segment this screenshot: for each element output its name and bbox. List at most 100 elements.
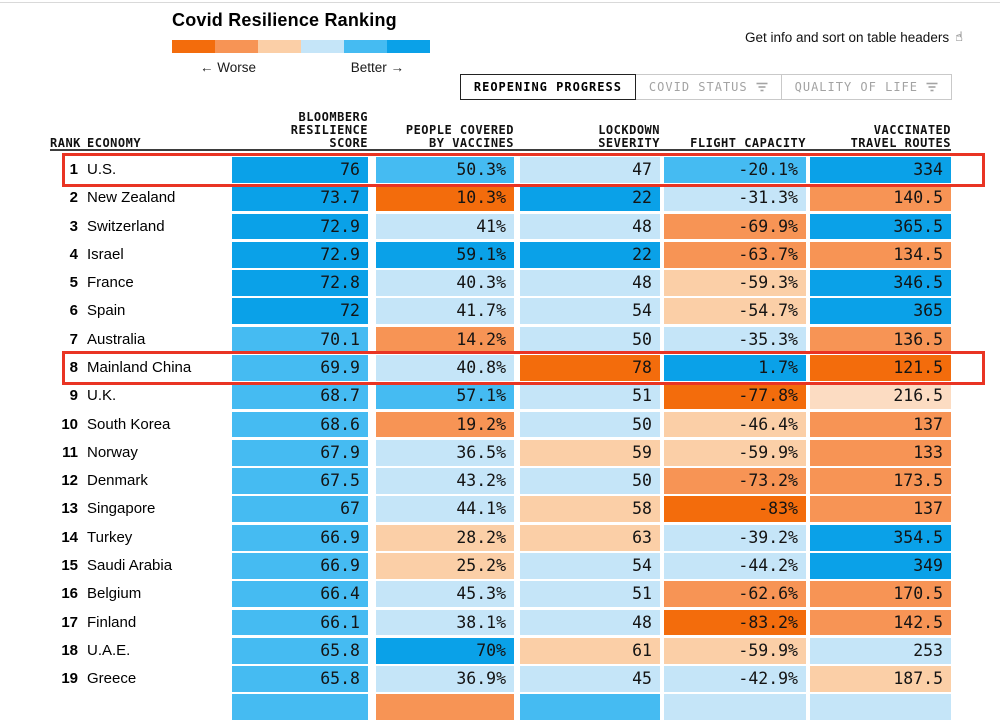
- column-header-resilience-score[interactable]: BLOOMBERG RESILIENCE SCORE: [290, 110, 368, 150]
- rank-value: 5: [69, 274, 78, 292]
- column-header-people-covered[interactable]: PEOPLE COVERED BY VACCINES: [405, 123, 514, 150]
- vaccines-cell: 10.3%: [376, 185, 514, 212]
- flight-cell: -69.9%: [664, 213, 806, 240]
- table-row: 7 Australia 70.1 14.2% 50 -35.3% 136.5: [50, 326, 951, 353]
- flight-cell: -83%: [664, 496, 806, 523]
- color-scale-legend: ← Worse Better →: [172, 40, 430, 75]
- score-cell: 67.9: [232, 439, 368, 466]
- rank-value: 12: [61, 472, 78, 490]
- lockdown-cell: 50: [520, 411, 660, 438]
- table-row: 2 New Zealand 73.7 10.3% 22 -31.3% 140.5: [50, 185, 951, 212]
- routes-cell: 187.5: [810, 666, 951, 692]
- flight-cell: -73.2%: [664, 468, 806, 494]
- table-row: 10 South Korea 68.6 19.2% 50 -46.4% 137: [50, 411, 951, 438]
- lockdown-cell: 78: [520, 354, 660, 381]
- row-label: 19 Greece: [50, 666, 232, 692]
- flight-cell: 1.7%: [664, 354, 806, 381]
- column-header-lockdown-severity[interactable]: LOCKDOWN SEVERITY: [598, 123, 660, 150]
- flight-cell: -59.9%: [664, 439, 806, 466]
- column-header-economy[interactable]: ECONOMY: [87, 136, 142, 150]
- score-cell: 70.1: [232, 326, 368, 353]
- table-row: 16 Belgium 66.4 45.3% 51 -62.6% 170.5: [50, 581, 951, 608]
- score-cell: 73.7: [232, 185, 368, 212]
- rank-value: 6: [69, 302, 78, 320]
- lockdown-cell: 54: [520, 552, 660, 579]
- routes-cell: 365.5: [810, 213, 951, 240]
- economy-name: Norway: [87, 443, 138, 461]
- score-cell: 72.8: [232, 270, 368, 297]
- lockdown-cell: 45: [520, 666, 660, 692]
- flight-cell: -31.3%: [664, 185, 806, 212]
- lockdown-cell: 22: [520, 241, 660, 268]
- rank-value: 19: [61, 670, 78, 688]
- economy-name: U.K.: [87, 387, 117, 405]
- tab-label: QUALITY OF LIFE: [794, 79, 918, 94]
- tab-reopening-progress[interactable]: REOPENING PROGRESS: [459, 74, 636, 100]
- lockdown-cell: 61: [520, 637, 660, 664]
- lockdown-cell: 47: [520, 157, 660, 183]
- vaccines-cell: 28.2%: [376, 524, 514, 551]
- column-header-vaccinated-routes[interactable]: VACCINATED TRAVEL ROUTES: [850, 123, 951, 150]
- score-cell: 76: [232, 157, 368, 183]
- row-label: 2 New Zealand: [50, 185, 232, 211]
- economy-name: Turkey: [87, 528, 133, 546]
- economy-name: Singapore: [87, 500, 156, 518]
- flight-cell: -59.3%: [664, 270, 806, 297]
- tab-quality-of-life[interactable]: QUALITY OF LIFE: [780, 74, 952, 100]
- flight-cell: -44.2%: [664, 552, 806, 579]
- vaccines-cell: 25.2%: [376, 552, 514, 579]
- score-cell: 68.6: [232, 411, 368, 438]
- lockdown-cell: 50: [520, 468, 660, 494]
- rank-value: 7: [69, 330, 78, 348]
- vaccines-cell: 45.3%: [376, 581, 514, 608]
- lockdown-cell: 48: [520, 609, 660, 636]
- row-label: 8 Mainland China: [50, 355, 232, 381]
- legend-swatch: [387, 40, 430, 53]
- routes-cell: 349: [810, 552, 951, 579]
- rank-value: 10: [61, 415, 78, 433]
- vaccines-cell: 59.1%: [376, 241, 514, 268]
- economy-name: New Zealand: [87, 189, 176, 207]
- lockdown-cell: 22: [520, 185, 660, 212]
- routes-cell: 140.5: [810, 185, 951, 212]
- table-row: 11 Norway 67.9 36.5% 59 -59.9% 133: [50, 439, 951, 466]
- score-cell: [232, 694, 368, 721]
- tab-covid-status[interactable]: COVID STATUS: [634, 74, 782, 100]
- pointer-hand-icon: ☝: [955, 30, 963, 45]
- economy-name: Switzerland: [87, 217, 165, 235]
- routes-cell: 173.5: [810, 468, 951, 494]
- lockdown-cell: 54: [520, 298, 660, 325]
- table-row: 8 Mainland China 69.9 40.8% 78 1.7% 121.5: [50, 350, 985, 385]
- vaccines-cell: 50.3%: [376, 157, 514, 183]
- economy-name: Denmark: [87, 472, 148, 490]
- table-row: 14 Turkey 66.9 28.2% 63 -39.2% 354.5: [50, 524, 951, 551]
- rank-value: 17: [61, 613, 78, 631]
- row-label: 13 Singapore: [50, 496, 232, 522]
- row-label: 11 Norway: [50, 440, 232, 466]
- routes-cell: 216.5: [810, 383, 951, 410]
- vaccines-cell: 19.2%: [376, 411, 514, 438]
- economy-name: Belgium: [87, 585, 142, 603]
- column-header-flight-capacity[interactable]: FLIGHT CAPACITY: [690, 136, 806, 150]
- score-cell: 66.4: [232, 581, 368, 608]
- score-cell: 72.9: [232, 241, 368, 268]
- row-label: 10 South Korea: [50, 412, 232, 438]
- routes-cell: 142.5: [810, 609, 951, 636]
- flight-cell: -35.3%: [664, 326, 806, 353]
- flight-cell: -39.2%: [664, 524, 806, 551]
- score-cell: 65.8: [232, 637, 368, 664]
- score-cell: 67.5: [232, 468, 368, 494]
- page-title: Covid Resilience Ranking: [172, 10, 397, 30]
- rank-value: 18: [61, 641, 78, 659]
- lockdown-cell: 48: [520, 213, 660, 240]
- table-row: 18 U.A.E. 65.8 70% 61 -59.9% 253: [50, 637, 951, 664]
- table-row: 9 U.K. 68.7 57.1% 51 -77.8% 216.5: [50, 383, 951, 410]
- vaccines-cell: 41%: [376, 213, 514, 240]
- routes-cell: 134.5: [810, 241, 951, 268]
- column-header-rank[interactable]: RANK: [50, 136, 81, 150]
- vaccines-cell: 57.1%: [376, 383, 514, 410]
- routes-cell: 170.5: [810, 581, 951, 608]
- row-label: 6 Spain: [50, 298, 232, 324]
- economy-name: U.A.E.: [87, 641, 131, 659]
- tab-label: COVID STATUS: [648, 79, 748, 94]
